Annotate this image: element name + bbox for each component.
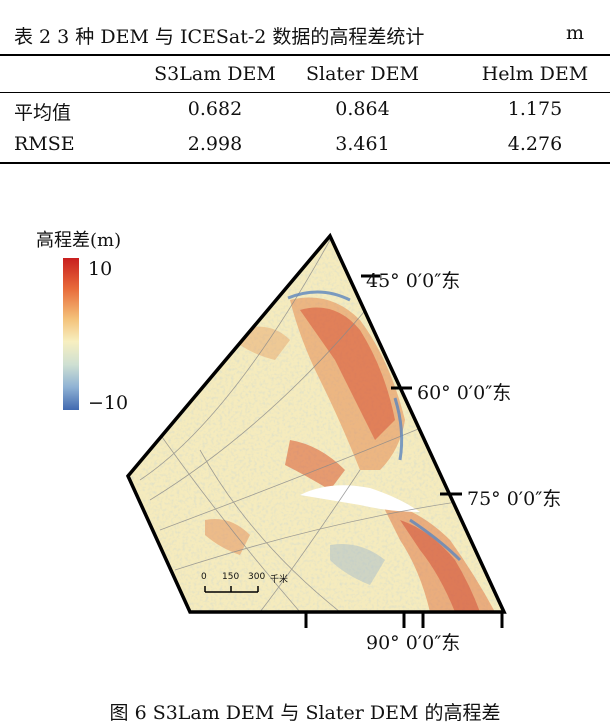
table-caption-text: 表 2 3 种 DEM 与 ICESat-2 数据的高程差统计: [14, 26, 425, 48]
table-top-rule: [0, 54, 610, 56]
table-mid-rule: [0, 92, 610, 93]
scale-tick-300: 300: [248, 572, 266, 582]
scale-bar: [204, 586, 259, 593]
coord-75: 75° 0′0″东: [467, 488, 562, 510]
table-header-slater: Slater DEM: [306, 63, 419, 85]
table-cell: 1.175: [507, 98, 563, 120]
table-cell: 0.682: [187, 98, 243, 120]
map-frame: [125, 232, 507, 614]
table-unit: m: [565, 22, 584, 44]
coord-60: 60° 0′0″东: [417, 382, 512, 404]
scale-tick-150: 150: [222, 572, 240, 582]
table-bottom-rule: [0, 162, 610, 164]
legend-colorbar: [63, 258, 79, 410]
coord-45: 45° 0′0″东: [366, 270, 461, 292]
table-caption: 表 2 3 种 DEM 与 ICESat-2 数据的高程差统计 m: [14, 22, 584, 49]
scale-tick-0: 0: [201, 572, 207, 582]
figure-caption: 图 6 S3Lam DEM 与 Slater DEM 的高程差: [109, 702, 501, 724]
table-cell: 0.864: [335, 98, 390, 120]
legend-title: 高程差(m): [36, 230, 122, 251]
table-row-label-mean: 平均值: [14, 102, 72, 124]
table-header-s3lam: S3Lam DEM: [154, 63, 276, 85]
table-header-helm: Helm DEM: [481, 63, 589, 85]
table-cell: 4.276: [507, 133, 563, 155]
scale-unit: 千米: [270, 575, 289, 585]
difference-map: [125, 232, 507, 628]
table-cell: 3.461: [335, 133, 390, 155]
table-row-label-rmse: RMSE: [14, 133, 75, 155]
table-cell: 2.998: [187, 133, 243, 155]
legend-max: 10: [88, 258, 113, 280]
legend-min: −10: [88, 392, 129, 414]
coord-90: 90° 0′0″东: [366, 632, 461, 654]
